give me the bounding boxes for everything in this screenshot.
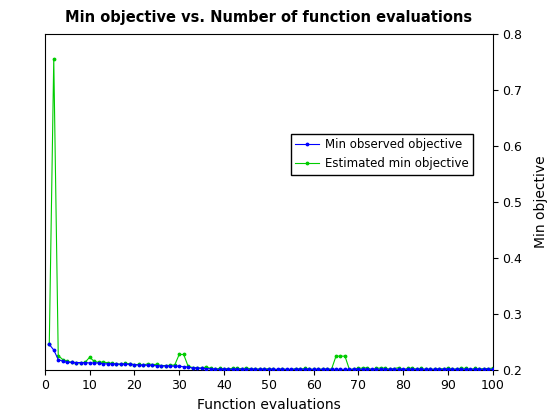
Min observed objective [458,367,465,372]
X-axis label: Function evaluations: Function evaluations [197,398,340,412]
Estimated min objective [476,367,483,372]
Min observed objective [46,342,53,347]
Min observed objective [472,367,478,372]
Line: Min observed objective: Min observed objective [47,342,495,372]
Min observed objective [149,363,156,368]
Y-axis label: Min objective: Min objective [534,155,548,248]
Legend: Min observed objective, Estimated min objective: Min observed objective, Estimated min ob… [291,134,473,175]
Min observed objective [489,367,496,372]
Estimated min objective [46,342,53,347]
Min observed objective [131,362,138,367]
Estimated min objective [153,362,160,367]
Estimated min objective [50,56,57,61]
Min observed objective [279,367,286,372]
Estimated min objective [274,367,281,372]
Title: Min objective vs. Number of function evaluations: Min objective vs. Number of function eva… [65,10,473,26]
Estimated min objective [319,367,326,372]
Min observed objective [212,367,218,372]
Estimated min objective [463,366,469,371]
Min observed objective [315,367,321,372]
Line: Estimated min objective: Estimated min objective [47,56,495,372]
Estimated min objective [283,367,290,372]
Estimated min objective [489,365,496,370]
Estimated min objective [136,362,142,367]
